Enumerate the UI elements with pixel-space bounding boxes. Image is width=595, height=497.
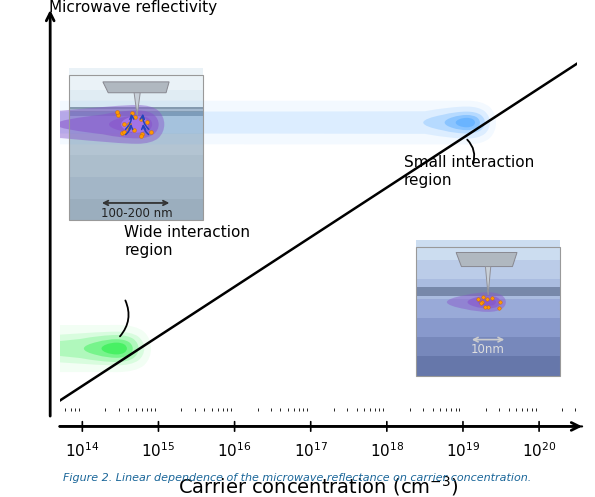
Bar (68, 198, 203, 220)
Bar (68, 176, 203, 199)
Bar (68, 108, 203, 111)
Polygon shape (134, 93, 140, 115)
Bar (416, 297, 560, 318)
Ellipse shape (22, 335, 139, 362)
Bar (68, 155, 203, 177)
Bar (68, 76, 203, 220)
Bar (416, 355, 560, 376)
Ellipse shape (84, 339, 133, 358)
Text: $10^{16}$: $10^{16}$ (217, 441, 252, 460)
Bar (68, 111, 203, 133)
Text: $10^{15}$: $10^{15}$ (142, 441, 176, 460)
Text: $10^{19}$: $10^{19}$ (446, 441, 480, 460)
Text: Microwave reflectivity: Microwave reflectivity (49, 0, 217, 15)
Ellipse shape (478, 298, 496, 306)
Ellipse shape (0, 105, 164, 144)
Ellipse shape (0, 106, 490, 139)
Ellipse shape (468, 296, 500, 309)
Text: $10^{20}$: $10^{20}$ (522, 441, 556, 460)
Text: 100-200 nm: 100-200 nm (101, 207, 173, 220)
Polygon shape (103, 82, 169, 93)
Ellipse shape (423, 112, 485, 134)
Text: Wide interaction
region: Wide interaction region (124, 225, 250, 257)
Bar (68, 116, 203, 220)
Bar (68, 133, 203, 155)
Bar (416, 287, 560, 296)
Ellipse shape (0, 325, 151, 372)
Bar (416, 259, 560, 279)
Ellipse shape (456, 118, 475, 127)
Ellipse shape (0, 101, 496, 145)
Text: $10^{18}$: $10^{18}$ (369, 441, 404, 460)
Bar (416, 240, 560, 260)
Ellipse shape (102, 342, 127, 354)
Text: Small interaction
region: Small interaction region (404, 155, 534, 188)
Polygon shape (486, 266, 491, 295)
Text: Carrier concentration (cm$^{-3}$): Carrier concentration (cm$^{-3}$) (178, 474, 459, 497)
Text: $10^{14}$: $10^{14}$ (65, 441, 99, 460)
Bar (416, 248, 560, 376)
Text: $10^{17}$: $10^{17}$ (293, 441, 328, 460)
Ellipse shape (447, 292, 506, 312)
Ellipse shape (444, 115, 480, 130)
Text: 10nm: 10nm (471, 343, 505, 356)
Bar (68, 89, 203, 112)
Ellipse shape (0, 331, 144, 365)
Bar (416, 317, 560, 337)
Ellipse shape (55, 110, 159, 138)
Bar (416, 336, 560, 356)
Bar (68, 107, 203, 116)
Bar (68, 68, 203, 90)
Ellipse shape (121, 116, 148, 133)
Bar (416, 278, 560, 299)
Polygon shape (456, 252, 517, 266)
Text: Figure 2. Linear dependence of the microwave reflectance on carrier concentratio: Figure 2. Linear dependence of the micro… (64, 473, 531, 483)
Ellipse shape (109, 116, 152, 133)
